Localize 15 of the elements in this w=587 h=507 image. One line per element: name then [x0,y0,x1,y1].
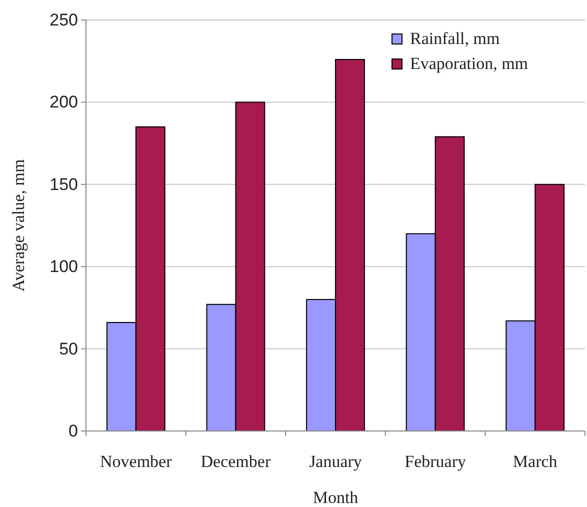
x-tick-label: January [309,452,362,471]
y-tick-label: 100 [50,257,78,276]
y-tick-label: 250 [50,10,78,30]
y-tick-label: 0 [68,421,78,440]
y-tick-label: 200 [50,92,78,112]
x-axis-title: Month [312,488,359,507]
x-tick-label: February [404,452,466,471]
legend-label: Evaporation, mm [410,54,528,73]
legend-label: Rainfall, mm [410,29,500,48]
y-tick-label: 50 [59,339,78,358]
y-axis-title: Average value, mm [9,159,28,292]
x-tick-label: November [100,452,172,471]
y-tick-label: 150 [50,174,78,194]
x-tick-label: December [200,452,271,471]
x-tick-label: March [512,452,558,471]
